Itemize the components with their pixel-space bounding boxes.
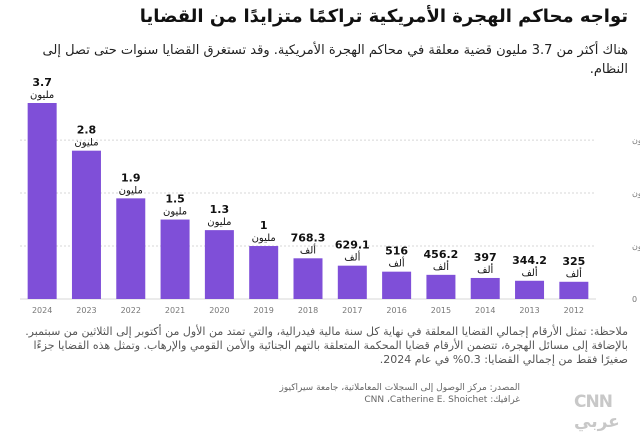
x-tick-label: 2021: [165, 306, 185, 315]
bar-value-label: 1.3: [210, 203, 230, 216]
x-tick-label: 2015: [431, 306, 451, 315]
bar-unit-label: مليون: [207, 217, 231, 228]
bar-value-label: 344.2: [512, 254, 547, 267]
graphic-credit-line: غرافيك: CNN ،Catherine E. Shoichet: [364, 395, 520, 405]
x-tick-label: 2024: [32, 306, 52, 315]
bar-value-label: 325: [562, 255, 585, 268]
bar: [337, 265, 367, 299]
x-tick-label: 2023: [76, 306, 96, 315]
bar: [27, 103, 57, 299]
y-tick-label: 2 مليون: [632, 189, 640, 198]
bar-unit-label: ألف: [389, 257, 405, 270]
chart-title: تواجه محاكم الهجرة الأمريكية تراكمًا متز…: [139, 6, 628, 27]
x-tick-label: 2016: [386, 306, 406, 315]
source-line: المصدر: مركز الوصول إلى السجلات المعاملا…: [279, 383, 521, 393]
x-tick-label: 2012: [564, 306, 584, 315]
bar-value-label: 456.2: [424, 248, 459, 261]
bar: [160, 219, 190, 299]
bar: [116, 198, 146, 299]
bar-value-label: 768.3: [291, 231, 326, 244]
x-tick-label: 2020: [209, 306, 229, 315]
bar-unit-label: ألف: [566, 267, 582, 280]
y-tick-label: 3 مليون: [632, 136, 640, 145]
chart-note: ملاحظة: تمثل الأرقام إجمالي القضايا المع…: [25, 325, 628, 366]
bar: [515, 280, 545, 299]
x-tick-label: 2018: [298, 306, 318, 315]
y-tick-label: 1 مليون: [632, 242, 640, 251]
y-tick-label: 0: [632, 295, 637, 304]
bar-unit-label: مليون: [74, 138, 98, 149]
bar: [71, 150, 101, 299]
bar-value-label: 1.5: [165, 193, 185, 206]
cnn-arabic-logo: CNN عربي: [574, 392, 621, 432]
bar: [249, 246, 279, 299]
bar-unit-label: ألف: [300, 243, 316, 256]
bar-value-label: 3.7: [32, 76, 52, 89]
bar-value-label: 629.1: [335, 239, 370, 252]
bar-value-label: 1: [260, 219, 268, 232]
x-tick-label: 2017: [342, 306, 362, 315]
bar-unit-label: ألف: [477, 263, 493, 276]
bar-value-label: 2.8: [77, 124, 97, 137]
bar-unit-label: مليون: [252, 233, 276, 244]
bar-unit-label: مليون: [119, 185, 143, 196]
bar-value-label: 516: [385, 245, 408, 258]
bar-unit-label: مليون: [163, 207, 187, 218]
bar: [204, 230, 234, 299]
bar: [559, 281, 589, 299]
bar: [293, 258, 323, 299]
bar-unit-label: ألف: [344, 251, 360, 264]
bar-value-label: 1.9: [121, 171, 141, 184]
bar-unit-label: مليون: [30, 90, 54, 101]
bar: [382, 271, 412, 299]
x-tick-label: 2019: [254, 306, 274, 315]
bar: [426, 274, 456, 299]
x-tick-label: 2014: [475, 306, 495, 315]
bar-unit-label: ألف: [521, 266, 537, 279]
x-tick-label: 2022: [121, 306, 141, 315]
x-tick-label: 2013: [519, 306, 539, 315]
chart-subtitle: هناك أكثر من 3.7 مليون قضية معلقة في محا…: [42, 43, 628, 77]
bar: [470, 277, 500, 299]
bar-unit-label: ألف: [433, 260, 449, 273]
bar-value-label: 397: [474, 251, 497, 264]
source-credit: المصدر: مركز الوصول إلى السجلات المعاملا…: [280, 382, 521, 406]
